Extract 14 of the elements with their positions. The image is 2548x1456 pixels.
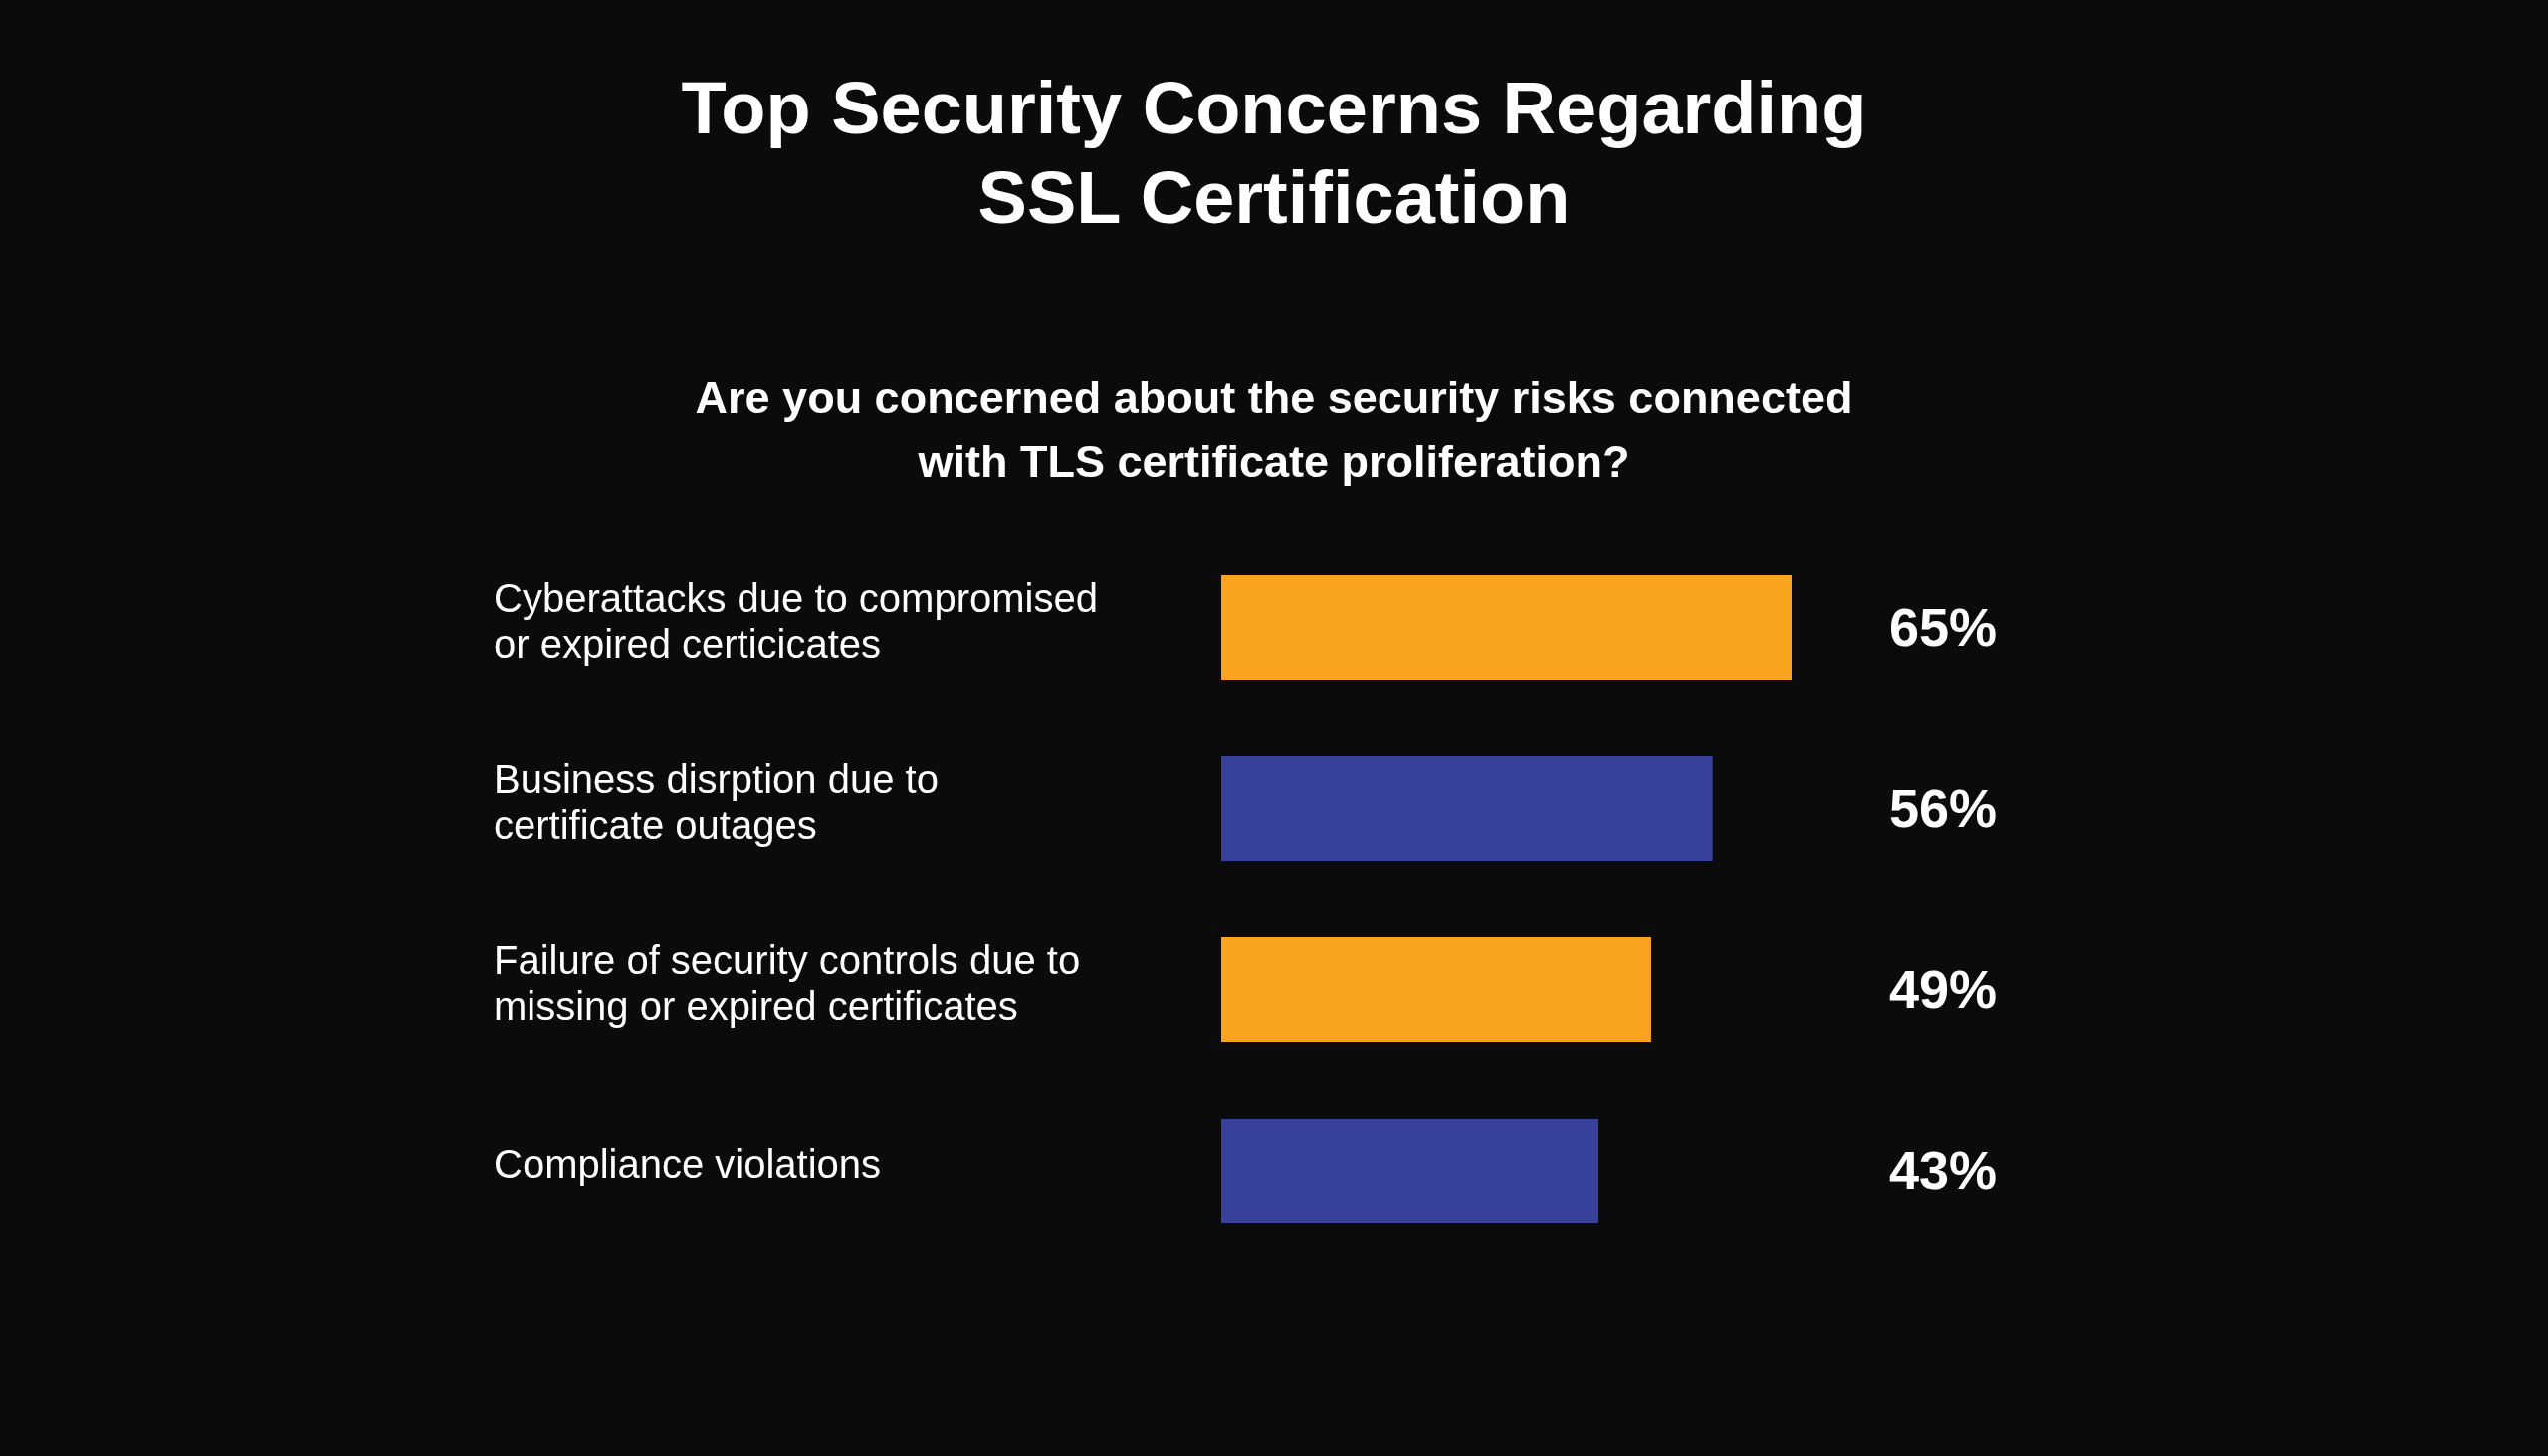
y-tick-label: Business disrption due to certificate outages (494, 757, 939, 847)
chart-subtitle: Are you concerned about the security risks connected with TLS certificate proliferation? (694, 371, 1854, 489)
bar (1221, 1119, 1599, 1223)
bar (1221, 937, 1651, 1042)
data-label: 56% (1889, 778, 1998, 839)
data-label: 43% (1889, 1141, 1998, 1201)
bar (1221, 575, 1792, 680)
y-tick-label: Cyberattacks due to compromised or expired certicicates (494, 576, 1098, 666)
y-tick-label: Failure of security controls due to missing or expired certificates (494, 938, 1081, 1028)
y-tick-label: Compliance violations (494, 1143, 882, 1186)
data-label: 65% (1889, 597, 1998, 658)
bar (1221, 756, 1713, 861)
chart-title: Top Security Concerns Regarding SSL Certification (680, 66, 1868, 241)
data-label: 49% (1889, 959, 1998, 1020)
